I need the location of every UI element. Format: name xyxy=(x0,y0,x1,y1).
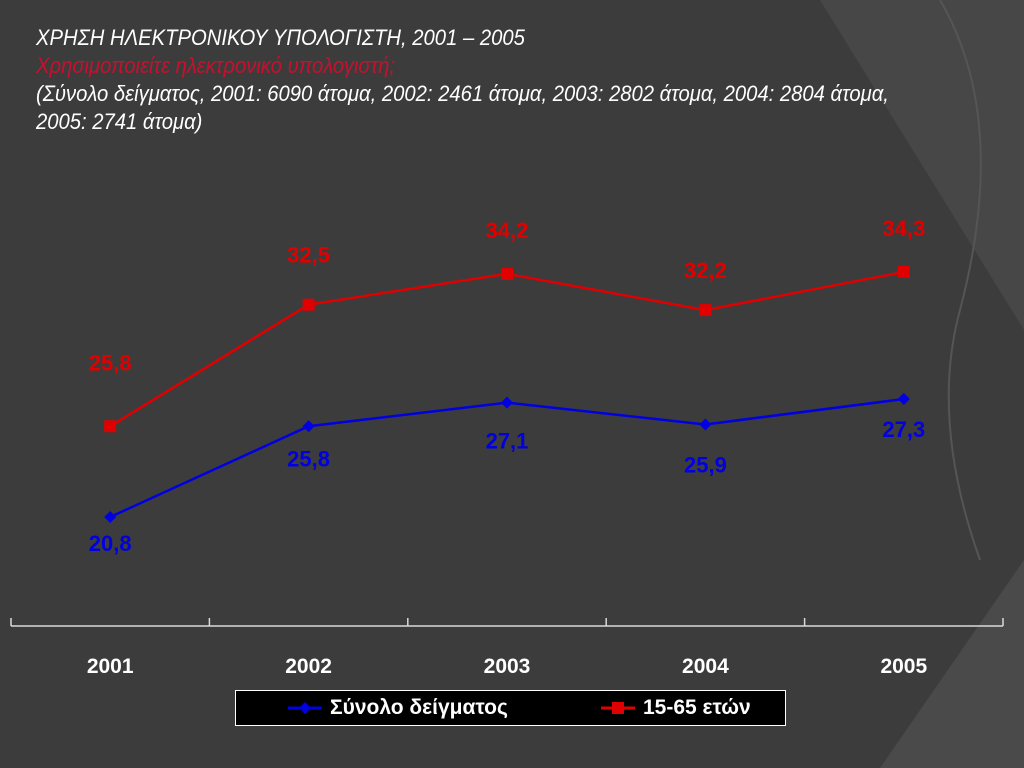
square-marker-icon xyxy=(601,702,635,714)
data-point-square xyxy=(699,304,712,317)
data-label: 20,8 xyxy=(89,531,132,556)
data-label: 25,8 xyxy=(89,350,132,375)
x-tick-label: 2004 xyxy=(682,655,729,678)
data-point-diamond xyxy=(699,418,712,431)
legend-label-15-65: 15-65 ετών xyxy=(643,696,751,719)
legend-item-15-65: 15-65 ετών xyxy=(601,691,751,725)
data-point-diamond xyxy=(897,393,910,406)
data-point-square xyxy=(501,267,513,280)
legend-label-total: Σύνολο δείγματος xyxy=(330,696,508,719)
data-point-square xyxy=(302,298,315,311)
chart-title: ΧΡΗΣΗ ΗΛΕΚΤΡΟΝΙΚΟΥ ΥΠΟΛΟΓΙΣΤΗ, 2001 – 20… xyxy=(36,25,525,50)
data-label: 34,3 xyxy=(882,216,925,241)
data-label: 25,9 xyxy=(684,452,727,477)
x-tick-label: 2002 xyxy=(285,655,332,678)
data-label: 34,2 xyxy=(486,218,529,243)
legend-item-total: Σύνολο δείγματος xyxy=(288,691,508,725)
x-tick-label: 2003 xyxy=(484,655,531,678)
data-label: 27,3 xyxy=(882,417,925,442)
x-tick-label: 2001 xyxy=(87,655,134,678)
diamond-marker-icon xyxy=(288,702,322,714)
data-point-diamond xyxy=(302,420,315,433)
title-block: ΧΡΗΣΗ ΗΛΕΚΤΡΟΝΙΚΟΥ ΥΠΟΛΟΓΙΣΤΗ, 2001 – 20… xyxy=(36,24,928,136)
sample-size-note: (Σύνολο δείγματος, 2001: 6090 άτομα, 200… xyxy=(36,81,889,134)
data-label: 25,8 xyxy=(287,446,330,471)
chart-question: Χρησιμοποιείτε ηλεκτρονικό υπολογιστή; xyxy=(36,53,396,78)
data-point-square xyxy=(104,420,117,433)
x-tick-label: 2005 xyxy=(880,655,927,678)
data-label: 32,5 xyxy=(287,243,330,268)
legend: Σύνολο δείγματος 15-65 ετών xyxy=(235,690,786,726)
data-label: 32,2 xyxy=(684,258,727,283)
series-line-0 xyxy=(109,397,904,519)
data-label: 27,1 xyxy=(486,429,529,454)
data-point-diamond xyxy=(104,511,117,523)
data-point-square xyxy=(897,266,910,278)
data-point-diamond xyxy=(501,396,513,409)
